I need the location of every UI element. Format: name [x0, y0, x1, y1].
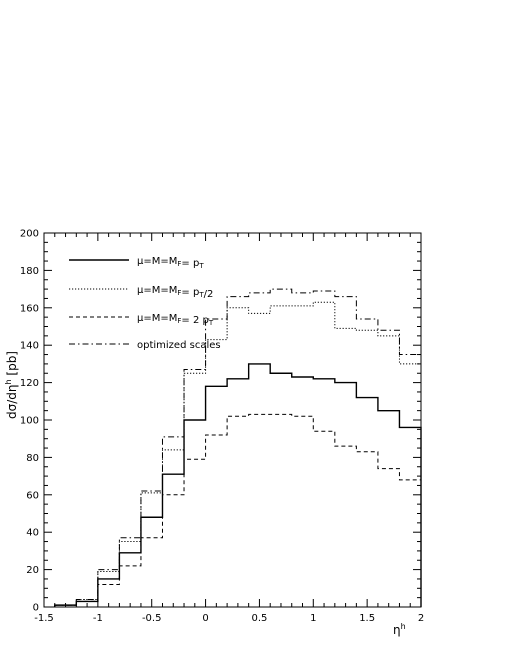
y-tick-label: 80 — [26, 453, 39, 464]
y-tick-label: 20 — [26, 565, 39, 576]
x-tick-label: 0.5 — [251, 613, 267, 624]
legend-label-3: μ=M=MF= 2 pT — [137, 313, 214, 327]
y-tick-label: 160 — [20, 303, 39, 314]
legend-label-2: μ=M=MF= pT/2 — [137, 285, 213, 300]
x-tick-label: -1.5 — [34, 613, 54, 624]
series-line-4 — [54, 288, 422, 607]
y-tick-label: 0 — [33, 603, 39, 614]
legend: μ=M=MF= pT μ=M=MF= pT/2 μ=M=MF= 2 pT optimi… — [69, 256, 221, 351]
plot-border — [43, 232, 422, 608]
plot-frame — [43, 232, 422, 608]
y-tick-label: 60 — [26, 490, 39, 501]
x-tick-label: 0 — [202, 613, 208, 624]
series-line-2 — [54, 301, 422, 607]
y-tick-label: 100 — [20, 416, 39, 427]
y-axis: 0 20 40 60 80 100 120 140 160 180 200 — [20, 229, 421, 614]
y-tick-label: 120 — [20, 378, 39, 389]
x-axis-label: ηh — [393, 622, 406, 637]
x-axis: -1.5 -1 -0.5 0 0.5 1 1.5 2 — [34, 233, 424, 624]
legend-label-4: optimized scales — [137, 340, 221, 351]
series-group — [54, 288, 422, 607]
x-tick-label: 1 — [310, 613, 316, 624]
series-line-3 — [54, 413, 422, 607]
y-axis-label: dσ/dηh [pb] — [4, 351, 19, 419]
y-tick-label: 200 — [20, 229, 39, 240]
x-tick-label: 1.5 — [359, 613, 375, 624]
legend-label-1: μ=M=MF= pT — [137, 256, 204, 270]
x-tick-label: 2 — [418, 613, 424, 624]
x-tick-label: -0.5 — [142, 613, 162, 624]
x-tick-label: -1 — [93, 613, 103, 624]
series-line-1 — [54, 363, 422, 607]
y-tick-label: 180 — [20, 266, 39, 277]
y-tick-label: 140 — [20, 341, 39, 352]
y-tick-label: 40 — [26, 528, 39, 539]
